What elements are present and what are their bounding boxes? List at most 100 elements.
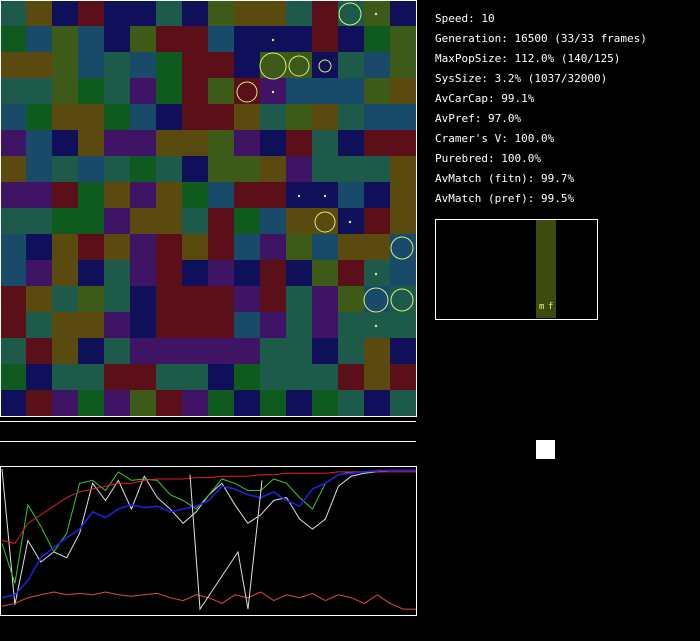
organism-marker	[390, 288, 414, 312]
grid-cell	[286, 260, 313, 287]
grid-cell	[130, 26, 157, 53]
grid-cell	[26, 0, 53, 27]
grid-cell	[390, 390, 417, 417]
grid-cell	[182, 286, 209, 313]
grid-cell	[26, 182, 53, 209]
grid-cell	[234, 104, 261, 131]
grid-cell	[182, 338, 209, 365]
grid-cell	[26, 52, 53, 79]
grid-cell	[182, 234, 209, 261]
grid-cell	[390, 156, 417, 183]
organism-dot	[374, 272, 378, 276]
grid-cell	[156, 52, 183, 79]
grid-cell	[0, 52, 27, 79]
grid-cell	[130, 390, 157, 417]
grid-cell	[0, 156, 27, 183]
fitness-series-line	[1, 469, 416, 584]
grid-cell	[208, 338, 235, 365]
grid-cell	[52, 364, 79, 391]
grid-cell	[364, 364, 391, 391]
grid-cell	[26, 156, 53, 183]
grid-cell	[156, 364, 183, 391]
grid-cell	[78, 260, 105, 287]
grid-cell	[234, 156, 261, 183]
grid-cell	[312, 0, 339, 27]
organism-dot	[323, 194, 327, 198]
organism-marker	[314, 211, 336, 233]
grid-cell	[130, 260, 157, 287]
grid-cell	[260, 338, 287, 365]
grid-cell	[208, 312, 235, 339]
grid-cell	[260, 364, 287, 391]
grid-cell	[390, 260, 417, 287]
grid-cell	[104, 390, 131, 417]
fitness-series-line	[1, 469, 416, 599]
grid-cell	[130, 156, 157, 183]
grid-cell	[390, 208, 417, 235]
grid-cell	[234, 234, 261, 261]
grid-cell	[130, 286, 157, 313]
grid-cell	[364, 338, 391, 365]
grid-cell	[130, 364, 157, 391]
grid-cell	[0, 130, 27, 157]
grid-cell	[208, 156, 235, 183]
grid-cell	[104, 156, 131, 183]
grid-cell	[260, 260, 287, 287]
grid-cell	[78, 286, 105, 313]
grid-cell	[208, 364, 235, 391]
grid-cell	[130, 78, 157, 105]
grid-cell	[182, 26, 209, 53]
stats-panel: Speed: 10 Generation: 16500 (33/33 frame…	[435, 9, 647, 209]
color-space-panel	[434, 338, 599, 500]
grid-cell	[78, 312, 105, 339]
grid-cell	[78, 78, 105, 105]
grid-cell	[104, 130, 131, 157]
grid-cell	[208, 104, 235, 131]
grid-cell	[338, 260, 365, 287]
grid-cell	[338, 182, 365, 209]
grid-cell	[260, 390, 287, 417]
grid-cell	[260, 130, 287, 157]
fitness-history-graph	[0, 466, 418, 617]
grid-cell	[156, 234, 183, 261]
fitness-series-line	[1, 471, 416, 544]
grid-cell	[260, 234, 287, 261]
grid-cell	[390, 0, 417, 27]
organism-dot	[374, 324, 378, 328]
grid-cell	[234, 52, 261, 79]
grid-cell	[338, 52, 365, 79]
mating-match-bar	[536, 220, 556, 318]
organism-marker	[363, 287, 389, 313]
grid-cell	[0, 260, 27, 287]
grid-cell	[364, 390, 391, 417]
grid-cell	[156, 260, 183, 287]
grid-cell	[390, 338, 417, 365]
grid-cell	[286, 26, 313, 53]
grid-cell	[52, 312, 79, 339]
grid-cell	[390, 286, 417, 313]
grid-cell	[26, 364, 53, 391]
grid-cell	[104, 52, 131, 79]
grid-cell	[286, 208, 313, 235]
population-bar-canvas	[0, 421, 416, 442]
fitness-series-line	[1, 591, 416, 610]
grid-cell	[234, 338, 261, 365]
mating-panel-border	[435, 219, 598, 320]
grid-cell	[364, 26, 391, 53]
grid-cell	[208, 208, 235, 235]
grid-cell	[0, 104, 27, 131]
grid-cell	[260, 312, 287, 339]
grid-cell	[0, 0, 27, 27]
grid-cell	[364, 260, 391, 287]
cramers-v-stat: Cramer's V: 100.0%	[435, 132, 555, 145]
grid-cell	[390, 234, 417, 261]
grid-cell	[312, 286, 339, 313]
mating-preference-panel: m f	[434, 219, 599, 321]
grid-cell	[26, 130, 53, 157]
grid-cell	[286, 338, 313, 365]
grid-cell	[390, 78, 417, 105]
grid-cell	[156, 130, 183, 157]
grid-cell	[52, 104, 79, 131]
grid-cell	[286, 390, 313, 417]
grid-cell	[234, 390, 261, 417]
